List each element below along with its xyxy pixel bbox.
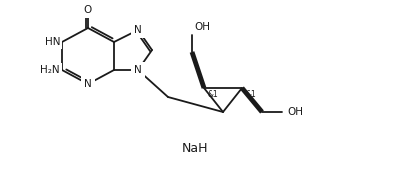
Text: O: O bbox=[84, 5, 92, 15]
Text: H₂N: H₂N bbox=[40, 65, 60, 75]
Text: &1: &1 bbox=[208, 90, 219, 99]
Text: &1: &1 bbox=[246, 90, 257, 99]
Text: NaH: NaH bbox=[182, 142, 208, 154]
Text: OH: OH bbox=[287, 107, 303, 117]
Text: HN: HN bbox=[44, 37, 60, 47]
Text: N: N bbox=[134, 25, 142, 35]
Text: OH: OH bbox=[194, 22, 210, 32]
Text: N: N bbox=[84, 79, 92, 89]
Text: N: N bbox=[134, 65, 142, 75]
